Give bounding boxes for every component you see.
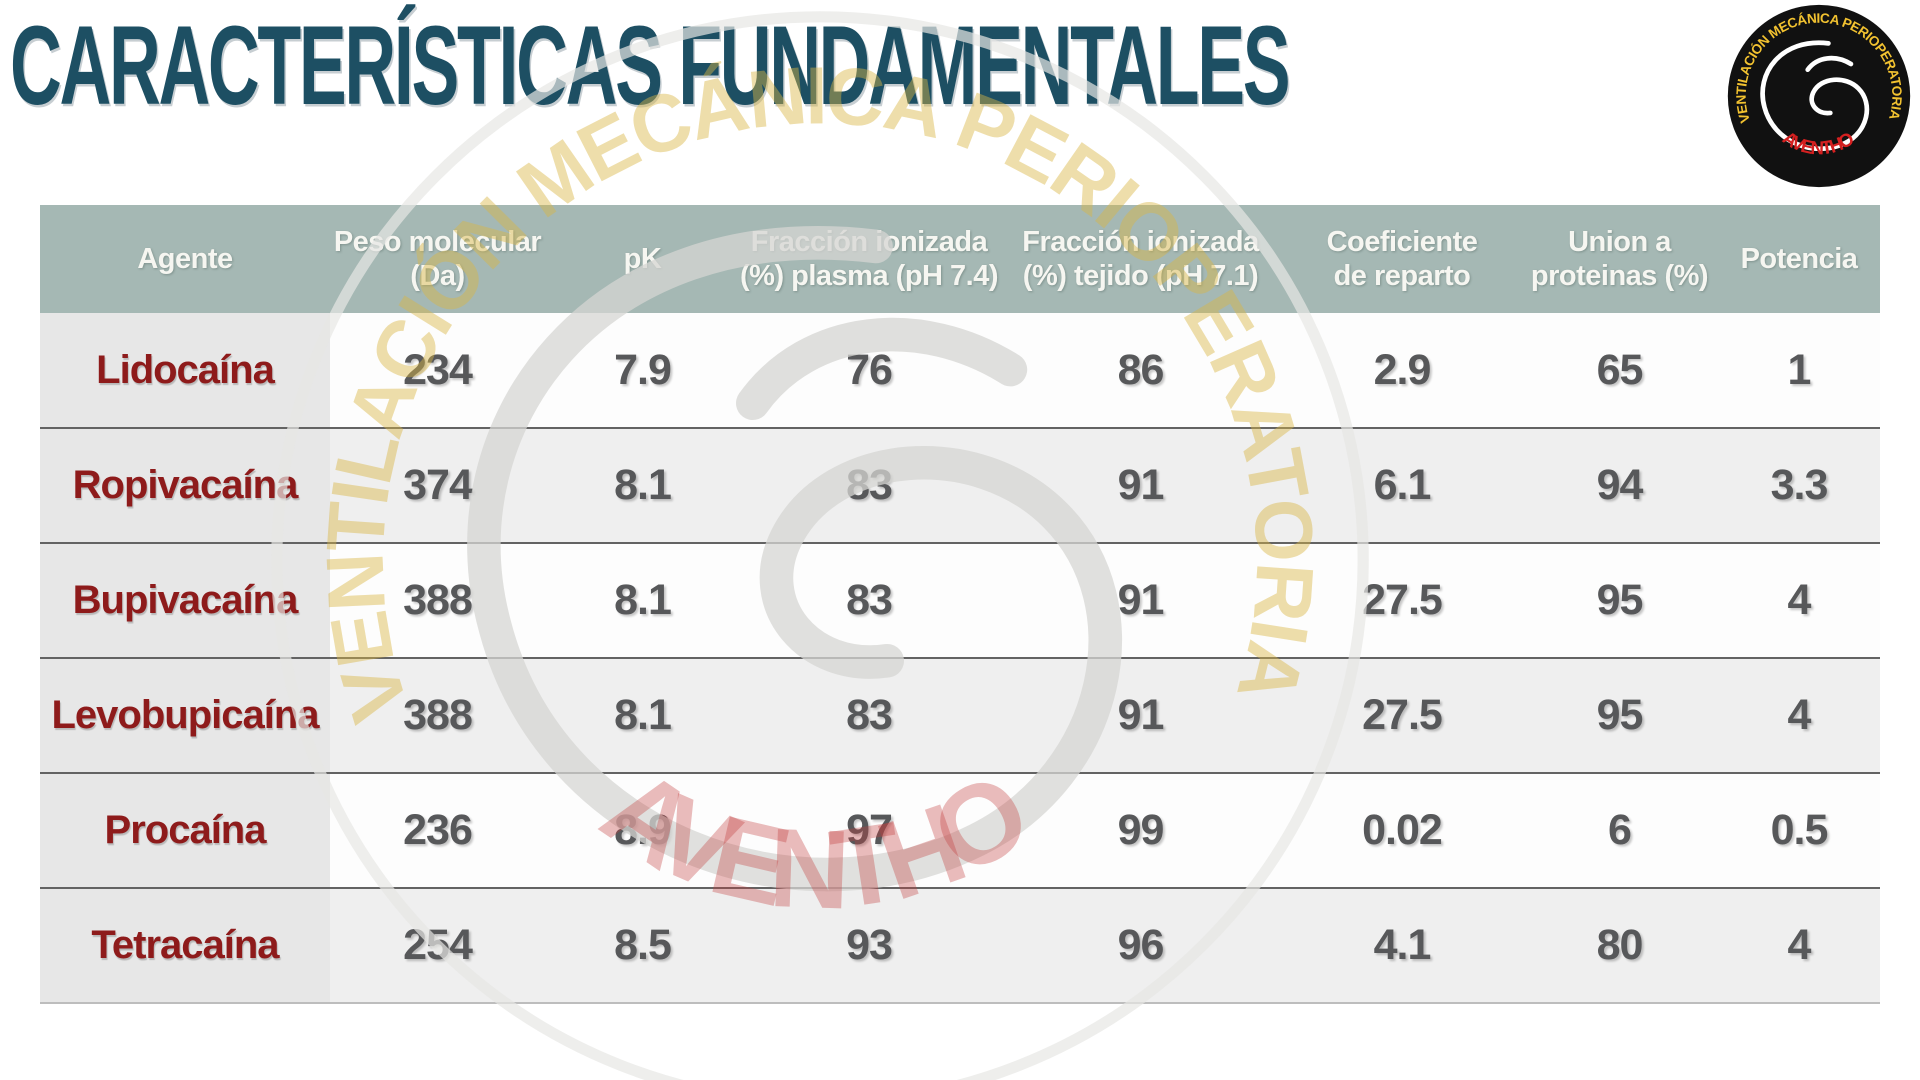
agent-name: Tetracaína [40, 888, 330, 1003]
airway-swirl-icon [1760, 40, 1870, 152]
cell: 1 [1718, 313, 1880, 428]
cell: 95 [1521, 543, 1718, 658]
agent-name: Bupivacaína [40, 543, 330, 658]
cell: 91 [998, 658, 1283, 773]
header-row: Agente Peso molecular (Da) pK Fracción i… [40, 205, 1880, 313]
cell: 65 [1521, 313, 1718, 428]
table-row: Lidocaína 234 7.9 76 86 2.9 65 1 [40, 313, 1880, 428]
column-header-fraccion-tejido: Fracción ionizada (%) tejido (pH 7.1) [998, 205, 1283, 313]
cell: 27.5 [1283, 658, 1521, 773]
cell: 234 [330, 313, 545, 428]
agent-name: Procaína [40, 773, 330, 888]
table-row: Levobupicaína 388 8.1 83 91 27.5 95 4 [40, 658, 1880, 773]
cell: 3.3 [1718, 428, 1880, 543]
agent-name: Ropivacaína [40, 428, 330, 543]
cell: 91 [998, 543, 1283, 658]
cell: 8.1 [545, 658, 740, 773]
cell: 8.9 [545, 773, 740, 888]
column-header-pk: pK [545, 205, 740, 313]
cell: 94 [1521, 428, 1718, 543]
cell: 83 [740, 428, 998, 543]
column-header-coeficiente-reparto: Coeficiente de reparto [1283, 205, 1521, 313]
cell: 76 [740, 313, 998, 428]
cell: 96 [998, 888, 1283, 1003]
cell: 7.9 [545, 313, 740, 428]
cell: 254 [330, 888, 545, 1003]
cell: 99 [998, 773, 1283, 888]
agent-name: Levobupicaína [40, 658, 330, 773]
cell: 236 [330, 773, 545, 888]
cell: 80 [1521, 888, 1718, 1003]
cell: 27.5 [1283, 543, 1521, 658]
column-header-union-proteinas: Union a proteinas (%) [1521, 205, 1718, 313]
cell: 374 [330, 428, 545, 543]
column-header-fraccion-plasma: Fracción ionizada (%) plasma (pH 7.4) [740, 205, 999, 313]
cell: 2.9 [1283, 313, 1521, 428]
aventho-logo: VENTILACIÓN MECÁNICA PERIOPERATORIA AVEN… [1727, 4, 1911, 188]
cell: 4 [1718, 888, 1880, 1003]
cell: 95 [1521, 658, 1718, 773]
logo-disc-icon [1727, 4, 1911, 188]
cell: 93 [740, 888, 998, 1003]
cell: 8.5 [545, 888, 740, 1003]
table-row: Tetracaína 254 8.5 93 96 4.1 80 4 [40, 888, 1880, 1003]
cell: 4 [1718, 543, 1880, 658]
cell: 4.1 [1283, 888, 1521, 1003]
cell: 8.1 [545, 543, 740, 658]
cell: 388 [330, 543, 545, 658]
table-row: Bupivacaína 388 8.1 83 91 27.5 95 4 [40, 543, 1880, 658]
characteristics-table: Agente Peso molecular (Da) pK Fracción i… [40, 205, 1880, 1004]
column-header-agente: Agente [40, 205, 330, 313]
table-row: Ropivacaína 374 8.1 83 91 6.1 94 3.3 [40, 428, 1880, 543]
agent-name: Lidocaína [40, 313, 330, 428]
cell: 91 [998, 428, 1283, 543]
cell: 0.5 [1718, 773, 1880, 888]
cell: 6.1 [1283, 428, 1521, 543]
column-header-potencia: Potencia [1718, 205, 1880, 313]
cell: 83 [740, 543, 998, 658]
cell: 388 [330, 658, 545, 773]
cell: 97 [740, 773, 998, 888]
table-row: Procaína 236 8.9 97 99 0.02 6 0.5 [40, 773, 1880, 888]
cell: 4 [1718, 658, 1880, 773]
cell: 8.1 [545, 428, 740, 543]
cell: 6 [1521, 773, 1718, 888]
column-header-peso-molecular: Peso molecular (Da) [330, 205, 545, 313]
cell: 86 [998, 313, 1283, 428]
cell: 0.02 [1283, 773, 1521, 888]
page-title: CARACTERÍSTICAS FUNDAMENTALES [10, 3, 1291, 129]
cell: 83 [740, 658, 998, 773]
